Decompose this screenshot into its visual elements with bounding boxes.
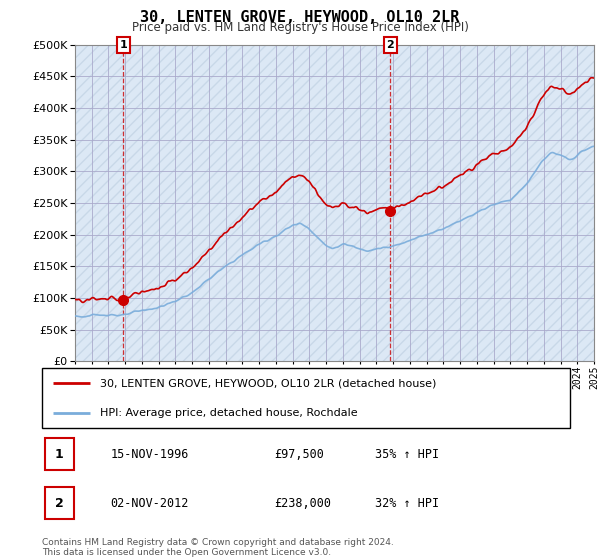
Text: 1: 1 bbox=[119, 40, 127, 50]
FancyBboxPatch shape bbox=[44, 438, 74, 470]
Text: 1: 1 bbox=[55, 448, 64, 461]
Text: £97,500: £97,500 bbox=[274, 448, 324, 461]
Text: 2: 2 bbox=[55, 497, 64, 510]
Text: 02-NOV-2012: 02-NOV-2012 bbox=[110, 497, 189, 510]
Text: 30, LENTEN GROVE, HEYWOOD, OL10 2LR: 30, LENTEN GROVE, HEYWOOD, OL10 2LR bbox=[140, 10, 460, 25]
Text: 35% ↑ HPI: 35% ↑ HPI bbox=[374, 448, 439, 461]
Text: HPI: Average price, detached house, Rochdale: HPI: Average price, detached house, Roch… bbox=[100, 408, 358, 418]
Text: 30, LENTEN GROVE, HEYWOOD, OL10 2LR (detached house): 30, LENTEN GROVE, HEYWOOD, OL10 2LR (det… bbox=[100, 378, 436, 388]
Text: £238,000: £238,000 bbox=[274, 497, 331, 510]
Text: 15-NOV-1996: 15-NOV-1996 bbox=[110, 448, 189, 461]
Text: Price paid vs. HM Land Registry's House Price Index (HPI): Price paid vs. HM Land Registry's House … bbox=[131, 21, 469, 34]
FancyBboxPatch shape bbox=[44, 487, 74, 520]
Text: 2: 2 bbox=[386, 40, 394, 50]
Text: 32% ↑ HPI: 32% ↑ HPI bbox=[374, 497, 439, 510]
FancyBboxPatch shape bbox=[42, 368, 570, 428]
Text: Contains HM Land Registry data © Crown copyright and database right 2024.
This d: Contains HM Land Registry data © Crown c… bbox=[42, 538, 394, 557]
